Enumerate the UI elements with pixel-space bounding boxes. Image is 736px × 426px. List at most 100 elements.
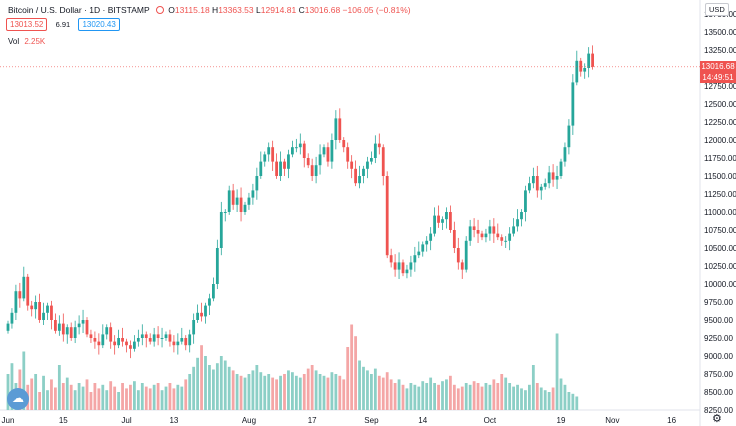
volume-bar <box>144 386 148 410</box>
volume-bar <box>310 365 314 410</box>
volume-bar <box>421 381 425 410</box>
low-value: 12914.81 <box>260 5 297 15</box>
candle-body <box>164 334 168 338</box>
volume-bar <box>255 365 259 410</box>
chart-legend-header: Bitcoin / U.S. Dollar · 1D · BITSTAMP O1… <box>8 5 411 15</box>
candle-body <box>26 276 30 306</box>
symbol-name[interactable]: Bitcoin / U.S. Dollar <box>8 5 82 15</box>
candle-body <box>18 291 22 299</box>
candle-body <box>101 334 105 346</box>
candle-body <box>251 190 255 198</box>
candle-body <box>133 341 136 349</box>
candle-body <box>429 233 433 241</box>
volume-bar <box>571 393 575 410</box>
currency-label[interactable]: USD <box>705 3 729 16</box>
volume-bar <box>496 383 500 410</box>
volume-bar <box>50 379 53 410</box>
candle-body <box>464 240 468 270</box>
volume-bar <box>93 383 97 410</box>
volume-bar <box>543 390 547 410</box>
tradingview-cloud-icon[interactable]: ☁ <box>7 388 29 410</box>
candle-body <box>298 143 302 148</box>
candle-body <box>212 284 215 299</box>
y-tick-label: 10750.00 <box>704 226 736 235</box>
volume-bar <box>508 383 512 410</box>
x-tick-label: Sep <box>364 416 379 425</box>
volume-bar <box>370 374 373 410</box>
volume-bar <box>302 374 306 410</box>
volume-bar <box>54 387 57 410</box>
candle-body <box>287 154 290 169</box>
candle-body <box>156 334 160 338</box>
y-tick-label: 13250.00 <box>704 46 736 55</box>
candle-body <box>516 219 519 227</box>
candle-body <box>50 305 53 320</box>
candle-body <box>437 215 440 223</box>
volume-bar <box>160 390 164 410</box>
candle-body <box>188 334 192 346</box>
volume-bar <box>306 368 310 410</box>
volume-bar <box>563 384 567 410</box>
volume-bar <box>449 375 452 410</box>
candle-body <box>555 176 559 180</box>
sell-price-button[interactable]: 13013.52 <box>6 18 48 31</box>
candle-body <box>504 240 508 242</box>
candle-body <box>121 338 124 342</box>
volume-bar <box>283 374 286 410</box>
volume-bar <box>140 383 144 410</box>
volume-bar <box>524 390 527 410</box>
gear-icon[interactable]: ⚙ <box>712 413 722 425</box>
candle-body <box>334 118 338 140</box>
volume-bar <box>34 374 38 410</box>
volume-bar <box>219 356 223 410</box>
volume-bar <box>30 378 34 410</box>
volume-bar <box>200 345 203 410</box>
candle-body <box>117 338 120 346</box>
volume-bar <box>117 392 120 410</box>
interval-label[interactable]: 1D <box>89 5 101 15</box>
candle-body <box>413 255 417 263</box>
volume-bar <box>291 372 294 410</box>
x-tick-label: Jun <box>2 416 15 425</box>
volume-bar <box>342 379 346 410</box>
volume-legend: Vol 2.25K <box>8 37 45 46</box>
candle-body <box>200 312 203 317</box>
volume-bar <box>129 384 132 410</box>
volume-bar <box>231 370 235 410</box>
candle-body <box>350 161 354 169</box>
volume-bar <box>318 374 322 410</box>
candle-body <box>196 312 199 320</box>
volume-bar <box>346 347 350 410</box>
volume-bar <box>437 384 440 410</box>
volume-label: Vol <box>8 37 20 46</box>
candle-body <box>524 190 527 212</box>
volume-bar <box>73 390 77 410</box>
candle-body <box>215 248 219 284</box>
candle-body <box>366 161 369 169</box>
volume-bar <box>125 388 128 410</box>
candle-body <box>358 176 361 184</box>
candle-body <box>184 338 188 346</box>
candle-body <box>291 147 294 155</box>
candle-body <box>283 161 286 169</box>
candle-body <box>57 323 61 331</box>
candle-body <box>512 226 515 234</box>
volume-bar <box>520 388 523 410</box>
candle-body <box>30 305 34 310</box>
volume-bar <box>251 370 255 410</box>
volume-bar <box>298 377 302 410</box>
candle-body <box>508 233 512 241</box>
candle-body <box>575 60 579 83</box>
y-tick-label: 10000.00 <box>704 280 736 289</box>
candle-body <box>235 197 239 205</box>
candle-body <box>571 82 575 126</box>
candle-body <box>219 212 223 248</box>
change-value: −106.05 (−0.81%) <box>342 5 411 15</box>
volume-bar <box>263 375 267 410</box>
buy-price-button[interactable]: 13020.43 <box>78 18 120 31</box>
candle-body <box>433 215 436 234</box>
volume-bar <box>267 374 271 410</box>
candle-body <box>85 320 89 335</box>
candle-body <box>389 255 393 263</box>
